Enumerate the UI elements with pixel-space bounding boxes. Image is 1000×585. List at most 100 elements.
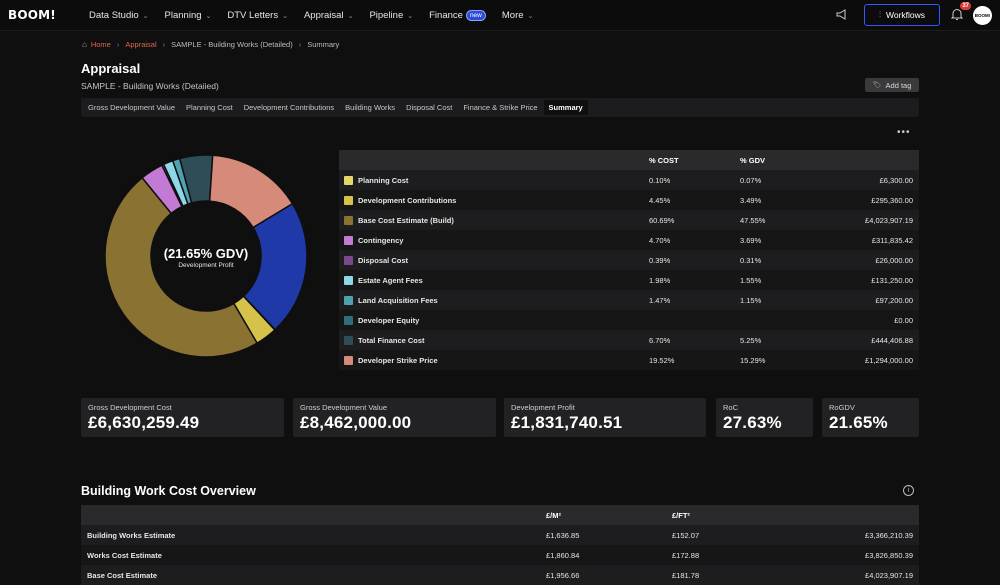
row-value: £1,294,000.00 bbox=[865, 355, 913, 365]
tab-disposal-cost[interactable]: Disposal Cost bbox=[406, 103, 453, 112]
workflows-icon: ⫶ bbox=[878, 10, 881, 19]
metric-value: £8,462,000.00 bbox=[300, 413, 412, 432]
donut-hole bbox=[151, 201, 261, 311]
nav-item-more[interactable]: More ⌄ bbox=[502, 10, 534, 21]
metric-development-profit: Development Profit £1,831,740.51 bbox=[504, 398, 706, 437]
chevron-down-icon: ⌄ bbox=[347, 12, 354, 20]
row-value: £311,835.42 bbox=[871, 235, 913, 245]
donut-center: (21.65% GDV) Development Profit bbox=[104, 246, 308, 269]
breadcrumb-home[interactable]: Home bbox=[90, 40, 111, 49]
add-tag-label: Add tag bbox=[885, 80, 912, 90]
metric-value: 27.63% bbox=[723, 413, 782, 432]
nav-item-label: More bbox=[501, 10, 524, 21]
workflows-label: Workflows bbox=[885, 10, 926, 20]
appraisal-tabs: Gross Development Value Planning Cost De… bbox=[81, 98, 919, 117]
row-percent-cost: 6.70% bbox=[649, 335, 671, 345]
metric-gross-development-value: Gross Development Value £8,462,000.00 bbox=[293, 398, 496, 437]
cost-breakdown-donut-chart: (21.65% GDV) Development Profit bbox=[104, 150, 308, 362]
tab-gross-development-value[interactable]: Gross Development Value bbox=[88, 103, 175, 112]
tab-finance-strike-price[interactable]: Finance & Strike Price bbox=[463, 103, 538, 112]
cost-summary-table: % COST % GDV Planning Cost 0.10% 0.07% £6,3… bbox=[339, 150, 919, 370]
home-icon: ⌂ bbox=[82, 40, 87, 49]
row-value: £0.00 bbox=[894, 315, 913, 325]
workflows-button[interactable]: ⫶ Workflows bbox=[864, 4, 940, 26]
row-percent-cost: 1.47% bbox=[649, 295, 671, 305]
row-name: Developer Strike Price bbox=[358, 355, 438, 365]
nav-item-appraisal[interactable]: Appraisal ⌄ bbox=[304, 10, 353, 21]
add-tag-button[interactable]: 🏷 Add tag bbox=[865, 78, 919, 92]
breadcrumb-appraisal[interactable]: Appraisal bbox=[125, 40, 157, 49]
row-name: Planning Cost bbox=[358, 175, 409, 185]
top-right-actions: ⫶ Workflows 37 BOOM! bbox=[836, 2, 992, 26]
donut-center-value: (21.65% GDV) bbox=[163, 246, 249, 261]
row-percent-cost: 0.10% bbox=[649, 175, 671, 185]
nav-item-label: Planning bbox=[164, 10, 202, 21]
avatar[interactable]: BOOM! bbox=[973, 5, 992, 25]
nav-item-planning[interactable]: Planning ⌄ bbox=[165, 10, 212, 21]
donut-chart-svg bbox=[104, 154, 308, 358]
row-name: Total Finance Cost bbox=[358, 335, 425, 345]
building-work-section-title: Building Work Cost Overview bbox=[81, 484, 256, 498]
row-name: Base Cost Estimate (Build) bbox=[358, 215, 454, 225]
tab-summary[interactable]: Summary bbox=[543, 100, 588, 115]
new-badge: new bbox=[465, 10, 486, 21]
tab-planning-cost[interactable]: Planning Cost bbox=[186, 103, 233, 112]
legend-swatch bbox=[344, 175, 353, 185]
legend-swatch bbox=[344, 315, 353, 325]
tab-building-works[interactable]: Building Works bbox=[345, 103, 396, 112]
row-value: £6,300.00 bbox=[879, 175, 913, 185]
table-row: Planning Cost 0.10% 0.07% £6,300.00 bbox=[339, 170, 919, 190]
chevron-right-icon: › bbox=[162, 40, 166, 49]
tab-development-contributions[interactable]: Development Contributions bbox=[243, 103, 335, 112]
row-total: £4,023,907.19 bbox=[865, 570, 913, 580]
table-row: Developer Equity £0.00 bbox=[339, 310, 919, 330]
table-header-row: £/M² £/FT² bbox=[81, 505, 919, 525]
breadcrumb: ⌂ Home › Appraisal › SAMPLE - Building W… bbox=[82, 40, 339, 49]
row-percent-gdv: 0.31% bbox=[740, 255, 762, 265]
megaphone-icon[interactable] bbox=[836, 9, 850, 21]
notification-count-badge: 37 bbox=[960, 2, 971, 10]
chevron-down-icon: ⌄ bbox=[205, 12, 212, 20]
chevron-right-icon: › bbox=[116, 40, 120, 49]
metric-gross-development-cost: Gross Development Cost £6,630,259.49 bbox=[81, 398, 284, 437]
nav-item-pipeline[interactable]: Pipeline ⌄ bbox=[369, 10, 413, 21]
row-percent-cost: 4.45% bbox=[649, 195, 671, 205]
nav-item-label: Data Studio bbox=[89, 10, 139, 21]
row-per-m2: £1,636.85 bbox=[546, 530, 580, 540]
top-navigation-bar: BOOM! Data Studio ⌄ Planning ⌄ DTV Letters… bbox=[0, 0, 1000, 31]
chevron-down-icon: ⌄ bbox=[407, 12, 414, 20]
table-row: Land Acquisition Fees 1.47% 1.15% £97,200.0… bbox=[339, 290, 919, 310]
row-percent-cost: 4.70% bbox=[649, 235, 671, 245]
legend-swatch bbox=[344, 195, 353, 205]
brand-logo[interactable]: BOOM! bbox=[8, 8, 56, 22]
chevron-down-icon: ⌄ bbox=[527, 12, 534, 20]
nav-item-finance[interactable]: Finance new bbox=[429, 10, 486, 21]
row-name: Contingency bbox=[358, 235, 404, 245]
main-nav: Data Studio ⌄ Planning ⌄ DTV Letters ⌄ Appr… bbox=[89, 10, 549, 21]
breadcrumb-project[interactable]: SAMPLE - Building Works (Detailed) bbox=[171, 40, 293, 49]
metric-label: Gross Development Cost bbox=[88, 403, 172, 412]
table-row: Building Works Estimate £1,636.85 £152.07 £… bbox=[81, 525, 919, 545]
nav-item-dtv-letters[interactable]: DTV Letters ⌄ bbox=[227, 10, 288, 21]
nav-item-label: Appraisal bbox=[303, 10, 344, 21]
more-options-icon[interactable]: ••• bbox=[897, 127, 911, 138]
donut-slice-development-profit[interactable] bbox=[242, 202, 308, 331]
info-icon[interactable]: i bbox=[903, 485, 914, 496]
row-name: Works Cost Estimate bbox=[87, 550, 162, 560]
building-work-cost-table: £/M² £/FT² Building Works Estimate £1,636… bbox=[81, 505, 919, 585]
row-percent-cost: 0.39% bbox=[649, 255, 671, 265]
row-value: £444,406.88 bbox=[871, 335, 913, 345]
row-total: £3,826,850.39 bbox=[865, 550, 913, 560]
table-row: Development Contributions 4.45% 3.49% £295,… bbox=[339, 190, 919, 210]
row-per-ft2: £181.78 bbox=[672, 570, 700, 580]
metric-label: RoGDV bbox=[829, 403, 855, 412]
row-name: Land Acquisition Fees bbox=[358, 295, 438, 305]
row-value: £4,023,907.19 bbox=[865, 215, 913, 225]
metric-label: RoC bbox=[723, 403, 739, 412]
row-name: Estate Agent Fees bbox=[358, 275, 423, 285]
legend-swatch bbox=[344, 275, 353, 285]
notifications-bell[interactable]: 37 bbox=[950, 2, 971, 22]
row-percent-cost: 19.52% bbox=[649, 355, 675, 365]
nav-item-data-studio[interactable]: Data Studio ⌄ bbox=[89, 10, 149, 21]
table-row: Base Cost Estimate £1,956.66 £181.78 £4,023… bbox=[81, 565, 919, 585]
